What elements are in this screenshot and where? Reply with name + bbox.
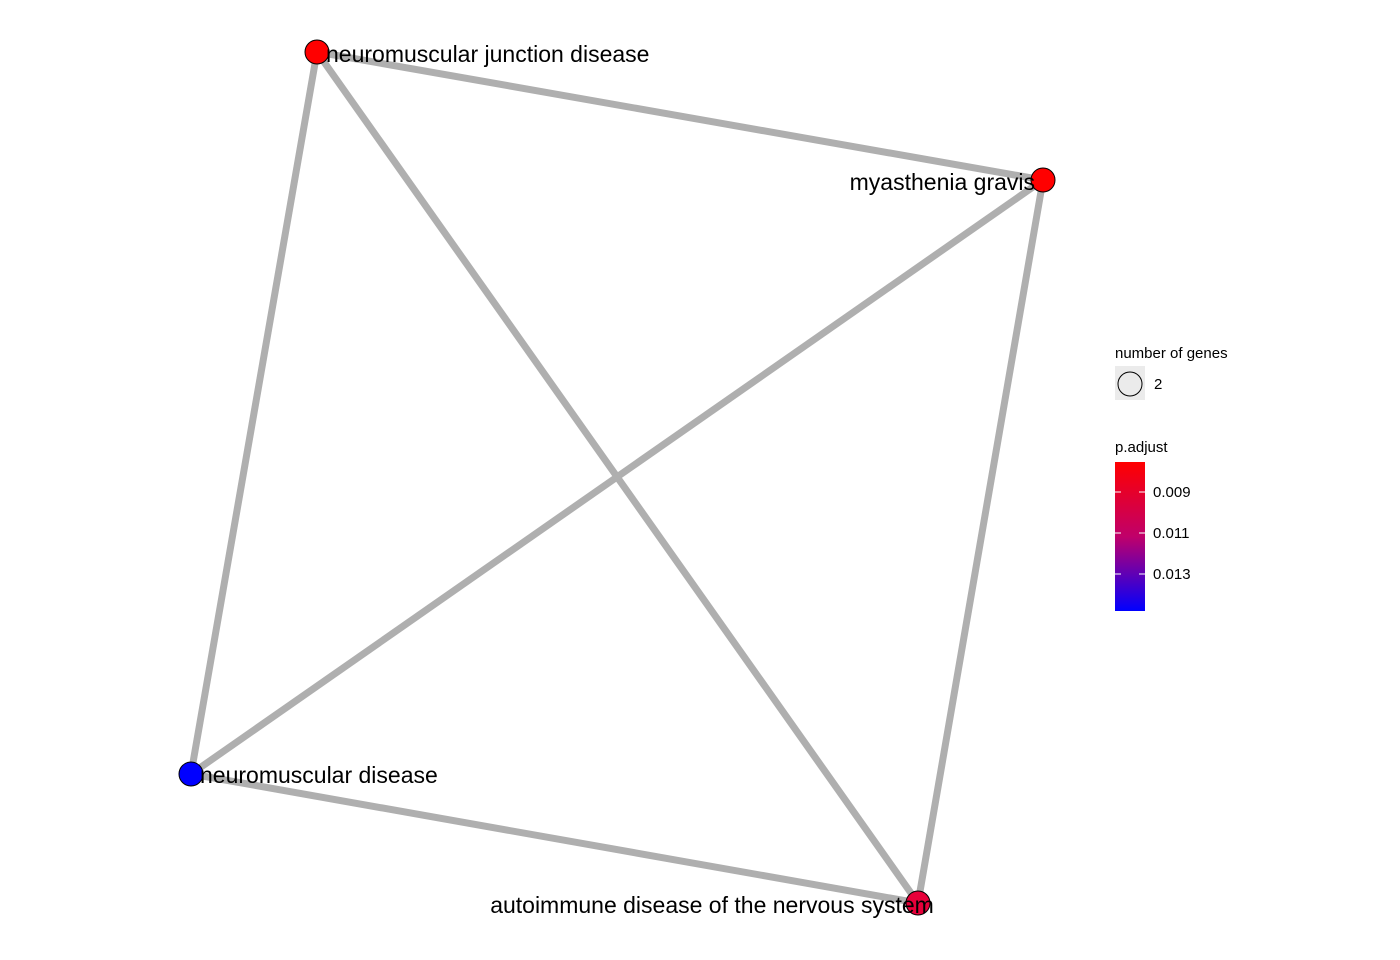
size-legend-title: number of genes: [1115, 345, 1228, 362]
node-mg[interactable]: [1030, 167, 1056, 193]
node-label-mg: myasthenia gravis: [850, 169, 1035, 195]
size-legend-value: 2: [1154, 376, 1162, 393]
edge-mg-adns: [914, 179, 1047, 904]
edge-nd-adns: [190, 770, 919, 907]
node-label-adns: autoimmune disease of the nervous system: [490, 892, 934, 918]
color-legend-colorbar: [1115, 462, 1145, 611]
node-njd[interactable]: [304, 39, 330, 65]
size-legend: number of genes 2: [1115, 345, 1228, 400]
color-legend-title: p.adjust: [1115, 439, 1168, 456]
color-legend: p.adjust 0.009 0.011 0.013: [1115, 439, 1191, 611]
edge-njd-nd: [187, 51, 321, 775]
size-legend-key-icon: [1117, 371, 1143, 397]
colorbar-tick-label: 0.011: [1153, 525, 1189, 542]
node-label-njd: neuromuscular junction disease: [326, 41, 649, 67]
edge-njd-mg: [316, 48, 1044, 184]
labels-layer: neuromuscular junction disease myasthenia…: [200, 41, 1035, 918]
colorbar-tick-label: 0.013: [1153, 566, 1191, 583]
nodes-layer: [178, 39, 1056, 916]
node-adns[interactable]: [905, 890, 931, 916]
node-nd[interactable]: [178, 761, 204, 787]
edges-layer: [187, 48, 1047, 907]
colorbar-tick-label: 0.009: [1153, 484, 1191, 501]
edge-mg-nd: [188, 177, 1046, 777]
node-label-nd: neuromuscular disease: [200, 762, 438, 788]
